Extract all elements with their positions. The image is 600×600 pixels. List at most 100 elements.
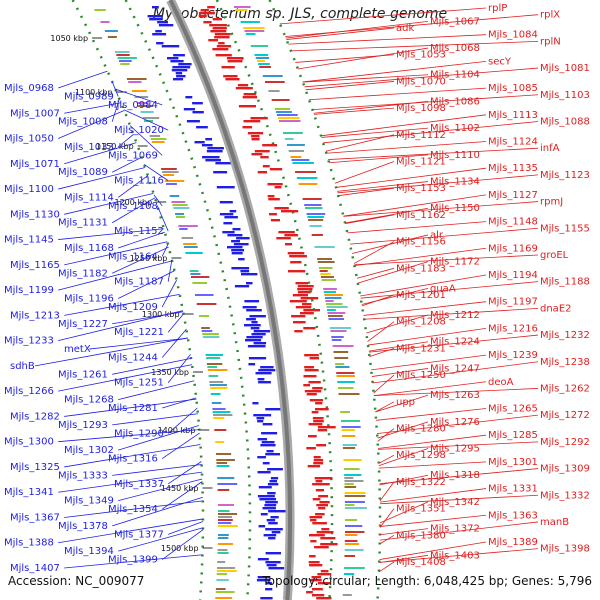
annotation-stripe [162,171,179,173]
annotation-stripe [209,384,227,386]
annotation-stripe [317,261,335,263]
gene-label: Mjls_1148 [488,217,538,228]
reverse-strand-gene [231,240,240,243]
annotation-stripe [192,282,208,284]
annotation-stripe [216,462,228,464]
forward-strand-gene [269,168,283,171]
gene-leader-line [312,94,539,111]
annotation-stripe [215,441,225,443]
gene-label: Mjls_1399 [108,555,158,566]
annotation-stripe [325,303,343,305]
annotation-stripe [171,201,186,203]
annotation-stripe [181,237,194,239]
gene-leader-line [64,241,168,266]
gene-leader-line [364,307,539,320]
reverse-strand-gene [206,150,223,153]
annotation-stripe [134,96,149,98]
reverse-strand-gene [262,423,273,426]
forward-strand-gene [267,183,283,186]
reverse-strand-gene [234,285,250,288]
gene-leader-line [279,7,487,25]
forward-strand-gene [218,42,225,45]
annotation-stripe [309,225,322,227]
annotation-stripe [216,573,228,575]
reverse-strand-gene [149,18,163,21]
gene-leader-line [379,548,539,563]
forward-strand-gene [238,105,256,108]
annotation-stripe [341,429,355,431]
annotation-stripe [166,183,177,185]
annotation-stripe [199,315,209,317]
annotation-stripe [268,90,280,92]
forward-strand-gene [274,186,282,189]
kbp-tick-label: 1100 kbp [75,88,113,97]
annotation-stripe [215,591,235,593]
gene-label: Mjls_1349 [64,496,114,507]
annotation-stripe [271,99,290,101]
reverse-strand-gene [257,378,265,381]
reverse-strand-gene [258,486,272,489]
gene-label: Mjls_1244 [108,352,158,363]
map-title: Mycobacterium sp. JLS, complete genome [152,6,448,22]
annotation-stripe [344,504,355,506]
reverse-strand-gene [268,537,276,540]
gene-label: Mjls_1188 [540,277,590,288]
gene-leader-line [345,214,395,224]
annotation-stripe [259,66,271,68]
annotation-stripe [216,465,230,467]
annotation-stripe [217,483,238,485]
forward-strand-gene [200,9,209,12]
forward-strand-gene [289,300,307,303]
reverse-strand-gene [267,483,279,486]
gene-label: Mjls_1069 [108,150,158,161]
reverse-strand-gene [261,432,278,435]
reverse-strand-gene [167,57,179,60]
forward-strand-gene [318,507,326,510]
annotation-stripe [255,57,270,59]
reverse-strand-gene [186,120,200,123]
reverse-strand-gene [252,402,259,405]
annotation-stripe [325,300,334,302]
gene-label: Mjls_1333 [58,470,108,481]
gene-leader-line [379,508,395,528]
gene-leader-line [337,174,539,194]
annotation-stripe [217,489,230,491]
annotation-stripe [194,294,214,296]
gene-leader-line [373,381,487,397]
forward-strand-gene [313,462,324,465]
gene-label: Mjls_1322 [396,477,446,488]
gene-leader-line [367,321,395,342]
annotation-stripe [286,144,305,146]
forward-strand-gene [302,303,312,306]
forward-strand-gene [227,60,243,63]
reverse-strand-gene [176,75,186,78]
annotation-stripe [163,174,175,176]
forward-strand-gene [292,294,308,297]
gene-leader-line [58,310,183,342]
gene-label: Mjls_1239 [488,350,538,361]
forward-strand-gene [281,210,299,213]
forward-strand-gene [269,213,277,216]
gene-label: Mjls_1068 [430,43,480,54]
annotation-stripe [332,345,354,347]
gene-leader-line [347,221,487,234]
annotation-stripe [328,318,344,320]
guide-ring [215,0,334,600]
reverse-strand-gene [161,45,180,48]
forward-strand-gene [320,543,338,546]
forward-strand-gene [315,513,325,516]
gene-label: Mjls_1250 [396,370,446,381]
gene-label: Mjls_1194 [488,270,538,281]
gene-label: rplN [540,36,561,47]
forward-strand-gene [212,18,222,21]
forward-strand-gene [312,522,327,525]
annotation-stripe [128,81,142,83]
reverse-strand-gene [192,111,204,114]
annotation-stripe [185,252,203,254]
gene-leader-line [168,521,204,535]
reverse-strand-gene [251,333,266,336]
reverse-strand-gene [156,42,164,45]
annotation-stripe [338,393,360,395]
annotation-stripe [284,138,294,140]
reverse-strand-gene [240,270,250,273]
